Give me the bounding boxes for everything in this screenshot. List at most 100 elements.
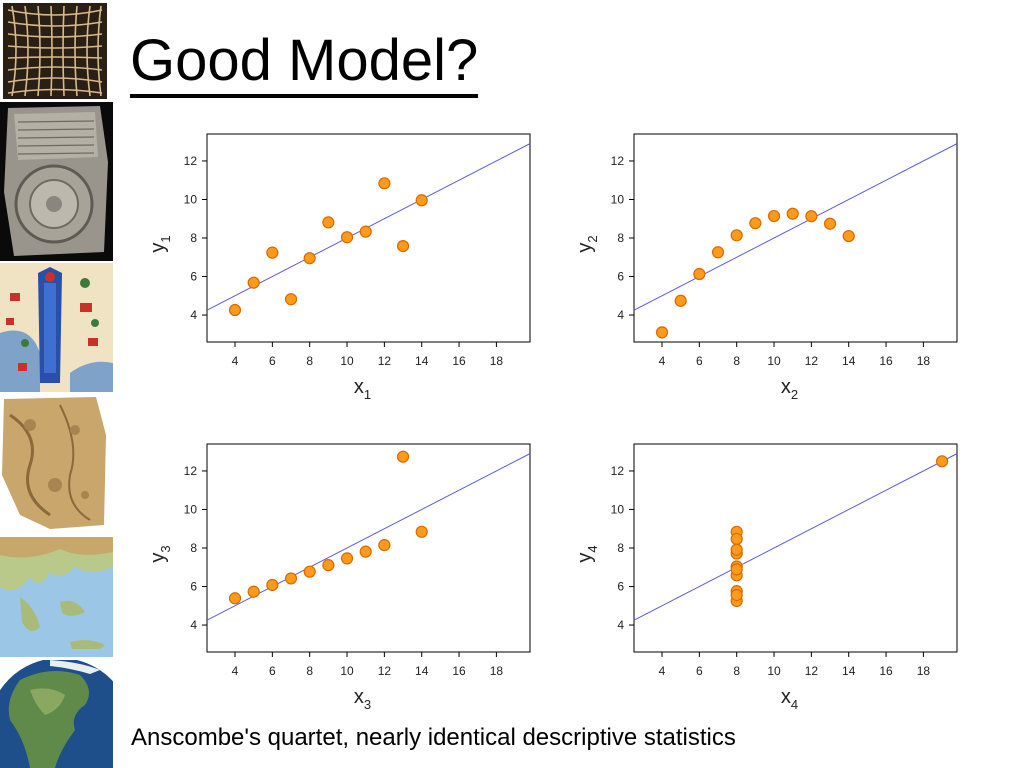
parchment-map-image xyxy=(0,395,113,532)
data-point xyxy=(266,578,279,592)
y-tick-label: 12 xyxy=(611,154,625,168)
data-point xyxy=(396,450,410,463)
y-axis-sub: 3 xyxy=(158,545,173,552)
clay-tablet-map-image xyxy=(0,102,113,261)
data-point xyxy=(378,177,391,190)
x-tick-label: 14 xyxy=(842,354,856,368)
plot-anscombe-3: 4 6 8 10 12 4 6 8 10 12 14 16 18 x3 y3 xyxy=(147,438,550,718)
x-tick-label: 10 xyxy=(767,664,781,678)
y-tick-label: 4 xyxy=(617,308,624,322)
y-axis-var: y xyxy=(574,553,596,563)
x-tick-label: 18 xyxy=(917,664,931,678)
x-tick-label: 14 xyxy=(415,664,429,678)
y-tick-label: 4 xyxy=(190,618,197,632)
y-axis-label: y1 xyxy=(147,235,173,252)
data-point xyxy=(396,239,410,253)
x-axis-var: x xyxy=(354,686,364,708)
data-point xyxy=(359,225,372,238)
sidebar-image-strip xyxy=(0,0,113,768)
data-point xyxy=(415,525,428,538)
x-tick-label: 18 xyxy=(490,354,504,368)
x-axis-sub: 2 xyxy=(791,387,798,402)
data-point xyxy=(730,563,743,576)
data-point xyxy=(935,455,949,468)
data-point xyxy=(322,559,335,572)
data-point xyxy=(415,194,428,207)
y-tick-label: 6 xyxy=(617,270,624,284)
data-point xyxy=(786,207,799,220)
x-tick-label: 16 xyxy=(452,664,466,678)
x-axis-var: x xyxy=(781,686,791,708)
x-tick-label: 4 xyxy=(232,664,239,678)
y-tick-label: 6 xyxy=(190,580,197,594)
regression-line xyxy=(633,453,958,621)
plot-frame xyxy=(633,133,958,343)
data-point xyxy=(378,539,391,552)
y-axis-label-group: y1 xyxy=(147,235,173,252)
plot-frame xyxy=(206,133,531,343)
data-point xyxy=(749,217,762,230)
x-tick-label: 14 xyxy=(842,664,856,678)
data-point xyxy=(303,565,316,578)
data-point xyxy=(303,252,316,265)
data-point xyxy=(805,210,818,223)
x-tick-label: 4 xyxy=(659,664,666,678)
x-tick-label: 8 xyxy=(306,354,313,368)
x-tick-label: 16 xyxy=(879,354,893,368)
y-axis-label: y4 xyxy=(574,545,600,562)
data-point xyxy=(340,231,354,244)
regression-line xyxy=(206,453,531,621)
data-point xyxy=(284,293,298,306)
y-axis-sub: 2 xyxy=(585,235,600,242)
x-tick-label: 10 xyxy=(340,354,354,368)
x-tick-label: 12 xyxy=(378,664,392,678)
grid-map-image xyxy=(0,0,113,101)
x-tick-label: 8 xyxy=(306,664,313,678)
x-axis-sub: 1 xyxy=(364,387,371,402)
x-axis-sub: 4 xyxy=(791,697,798,712)
data-point xyxy=(228,592,242,605)
x-axis-sub: 3 xyxy=(364,697,371,712)
y-tick-label: 8 xyxy=(617,231,624,245)
x-tick-label: 12 xyxy=(805,664,819,678)
plot-frame xyxy=(633,443,958,653)
data-point xyxy=(247,276,260,289)
x-tick-label: 12 xyxy=(378,354,392,368)
y-axis-label-group: y2 xyxy=(574,235,600,252)
data-point xyxy=(655,326,669,339)
plot-anscombe-2: 4 6 8 10 12 4 6 8 10 12 14 16 18 x2 y2 xyxy=(574,128,977,408)
x-tick-label: 6 xyxy=(696,664,703,678)
y-axis-var: y xyxy=(147,243,169,253)
y-tick-label: 12 xyxy=(184,154,198,168)
regression-line xyxy=(633,143,958,311)
y-tick-label: 10 xyxy=(611,502,625,516)
x-tick-label: 12 xyxy=(805,354,819,368)
data-point xyxy=(730,588,743,602)
data-point xyxy=(711,246,725,259)
slide-caption: Anscombe's quartet, nearly identical des… xyxy=(131,724,736,751)
x-tick-label: 6 xyxy=(696,354,703,368)
x-tick-label: 16 xyxy=(879,664,893,678)
mediterranean-relief-map-image xyxy=(0,537,113,657)
y-axis-label-group: y4 xyxy=(574,545,600,562)
x-tick-label: 6 xyxy=(269,354,276,368)
y-axis-sub: 1 xyxy=(158,235,173,242)
x-tick-label: 4 xyxy=(232,354,239,368)
y-tick-label: 6 xyxy=(617,580,624,594)
plot-anscombe-4: 4 6 8 10 12 4 6 8 10 12 14 16 18 x4 y4 xyxy=(574,438,977,718)
data-point xyxy=(247,585,260,598)
y-axis-sub: 4 xyxy=(585,545,600,552)
y-tick-label: 8 xyxy=(617,541,624,555)
y-tick-label: 4 xyxy=(617,618,624,632)
slide-title: Good Model? xyxy=(130,28,479,98)
y-tick-label: 10 xyxy=(184,192,198,206)
x-tick-label: 8 xyxy=(733,354,740,368)
x-axis-label: x1 xyxy=(354,376,371,402)
x-tick-label: 18 xyxy=(917,354,931,368)
x-axis-label: x4 xyxy=(781,686,798,712)
y-tick-label: 8 xyxy=(190,541,197,555)
